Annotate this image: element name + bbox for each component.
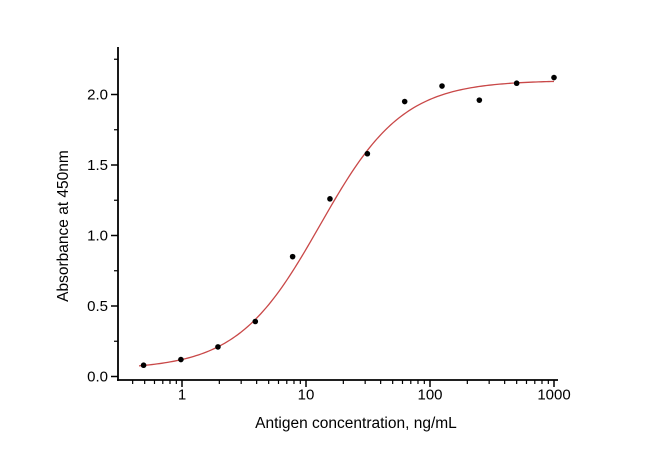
data-point [551, 74, 557, 81]
data-point [476, 97, 483, 103]
y-tick-label: 0.0 [87, 369, 108, 386]
plot-layer: 1 10 100 1000 0.0 0.5 1.0 1.5 2.0 [87, 47, 571, 404]
x-tick-label: 1000 [537, 387, 570, 404]
data-point [178, 356, 184, 363]
y-tick-label: 1.5 [87, 157, 108, 174]
data-point [364, 150, 371, 157]
data-point [513, 80, 520, 87]
data-point [327, 196, 333, 202]
x-tick-label: 1 [178, 387, 186, 404]
x-axis-title: Antigen concentration, ng/mL [255, 415, 457, 432]
x-tick-label: 100 [417, 387, 442, 404]
y-tick-label: 1.0 [87, 228, 108, 245]
data-point [252, 318, 259, 325]
data-point [289, 253, 296, 260]
data-point [401, 98, 408, 105]
y-axis-title: Absorbance at 450nm [55, 150, 72, 302]
data-point [215, 344, 221, 350]
data-point [140, 362, 147, 369]
fit-curve [138, 80, 555, 367]
data-point [439, 83, 445, 89]
y-tick-label: 0.5 [87, 298, 108, 315]
x-tick-label: 10 [298, 387, 315, 404]
y-tick-label: 2.0 [87, 87, 108, 104]
